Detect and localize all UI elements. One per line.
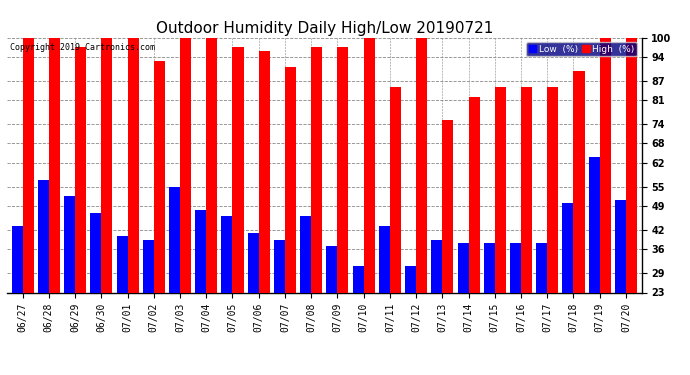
Bar bbox=[547, 87, 558, 292]
Bar bbox=[416, 38, 427, 292]
Bar bbox=[75, 47, 86, 292]
Bar bbox=[23, 38, 34, 292]
Bar bbox=[117, 236, 128, 292]
Bar bbox=[38, 180, 49, 292]
Bar bbox=[379, 226, 390, 292]
Bar bbox=[484, 243, 495, 292]
Bar bbox=[169, 186, 180, 292]
Bar bbox=[510, 243, 521, 292]
Legend: Low  (%), High  (%): Low (%), High (%) bbox=[526, 42, 637, 56]
Bar bbox=[311, 47, 322, 292]
Title: Outdoor Humidity Daily High/Low 20190721: Outdoor Humidity Daily High/Low 20190721 bbox=[156, 21, 493, 36]
Bar bbox=[615, 200, 626, 292]
Bar bbox=[128, 38, 139, 292]
Bar bbox=[573, 70, 584, 292]
Bar bbox=[457, 243, 469, 292]
Bar bbox=[143, 240, 154, 292]
Bar bbox=[90, 213, 101, 292]
Text: Copyright 2019 Cartronics.com: Copyright 2019 Cartronics.com bbox=[10, 43, 155, 52]
Bar bbox=[154, 61, 165, 292]
Bar bbox=[285, 67, 296, 292]
Bar bbox=[562, 203, 573, 292]
Bar bbox=[259, 51, 270, 292]
Bar bbox=[206, 38, 217, 292]
Bar bbox=[364, 38, 375, 292]
Bar bbox=[300, 216, 311, 292]
Bar bbox=[248, 233, 259, 292]
Bar bbox=[274, 240, 285, 292]
Bar bbox=[405, 266, 416, 292]
Bar bbox=[64, 196, 75, 292]
Bar bbox=[180, 38, 191, 292]
Bar bbox=[521, 87, 532, 292]
Bar bbox=[49, 38, 60, 292]
Bar bbox=[495, 87, 506, 292]
Bar bbox=[195, 210, 206, 292]
Bar bbox=[353, 266, 364, 292]
Bar bbox=[233, 47, 244, 292]
Bar bbox=[337, 47, 348, 292]
Bar bbox=[101, 38, 112, 292]
Bar bbox=[442, 120, 453, 292]
Bar bbox=[390, 87, 401, 292]
Bar bbox=[626, 38, 637, 292]
Bar bbox=[600, 38, 611, 292]
Bar bbox=[326, 246, 337, 292]
Bar bbox=[536, 243, 547, 292]
Bar bbox=[431, 240, 442, 292]
Bar bbox=[589, 157, 600, 292]
Bar bbox=[12, 226, 23, 292]
Bar bbox=[469, 97, 480, 292]
Bar bbox=[221, 216, 233, 292]
